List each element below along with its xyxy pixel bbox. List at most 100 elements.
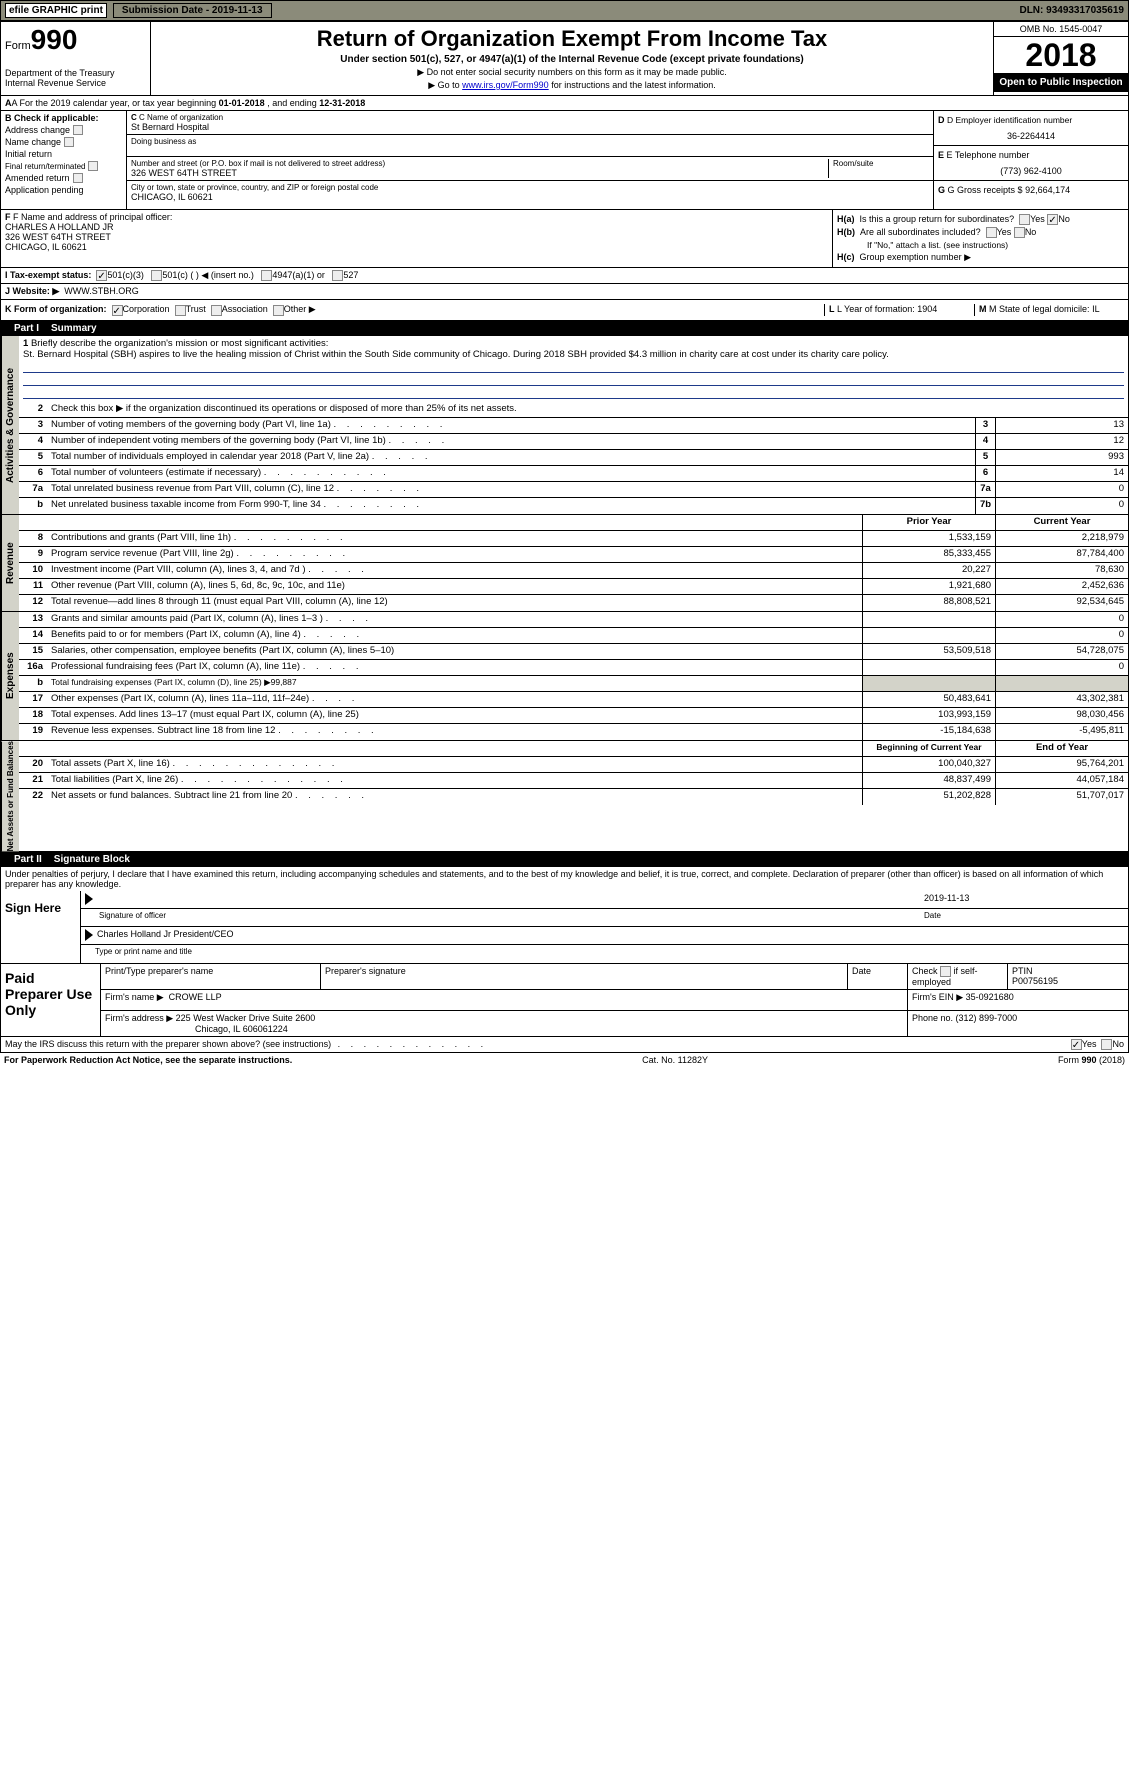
website: WWW.STBH.ORG [64, 286, 139, 297]
cb-initial-return: Initial return [5, 149, 52, 159]
q12-current: 92,534,645 [995, 595, 1128, 611]
row-a-period: AA For the 2019 calendar year, or tax ye… [0, 96, 1129, 111]
q14-current: 0 [995, 628, 1128, 643]
entity-block: B Check if applicable: Address change Na… [0, 111, 1129, 210]
paid-preparer-block: Paid Preparer Use Only Print/Type prepar… [0, 964, 1129, 1037]
checkbox-icon[interactable] [1019, 214, 1030, 225]
fgh-row: F F Name and address of principal office… [0, 210, 1129, 268]
q16a-prior [862, 660, 995, 675]
checkbox-icon[interactable] [96, 270, 107, 281]
form-subtitle: Under section 501(c), 527, or 4947(a)(1)… [155, 54, 989, 65]
checkbox-icon[interactable] [112, 305, 123, 316]
officer-city: CHICAGO, IL 60621 [5, 242, 828, 252]
q11-current: 2,452,636 [995, 579, 1128, 594]
gross-receipts: 92,664,174 [1025, 185, 1070, 195]
q15-prior: 53,509,518 [862, 644, 995, 659]
signer-name: Charles Holland Jr President/CEO [97, 929, 234, 942]
paid-preparer-label: Paid Preparer Use Only [1, 964, 101, 1036]
checkbox-icon[interactable] [1101, 1039, 1112, 1050]
checkbox-icon[interactable] [73, 125, 83, 135]
q12-prior: 88,808,521 [862, 595, 995, 611]
q15-current: 54,728,075 [995, 644, 1128, 659]
q19-current: -5,495,811 [995, 724, 1128, 740]
checkbox-icon[interactable] [1071, 1039, 1082, 1050]
q22-prior: 51,202,828 [862, 789, 995, 805]
cb-name-change: Name change [5, 137, 61, 147]
side-label-net: Net Assets or Fund Balances [1, 741, 19, 851]
checkbox-icon[interactable] [986, 227, 997, 238]
q18-current: 98,030,456 [995, 708, 1128, 723]
omb-number: OMB No. 1545-0047 [994, 22, 1128, 37]
tax-year: 2018 [994, 37, 1128, 73]
telephone: (773) 962-4100 [938, 166, 1124, 176]
activities-governance-section: Activities & Governance 1 Briefly descri… [0, 336, 1129, 515]
ptin: P00756195 [1012, 976, 1058, 986]
checkbox-icon[interactable] [940, 966, 951, 977]
perjury-statement: Under penalties of perjury, I declare th… [1, 867, 1128, 891]
q17-current: 43,302,381 [995, 692, 1128, 707]
header-center: Return of Organization Exempt From Incom… [151, 22, 993, 95]
q10-current: 78,630 [995, 563, 1128, 578]
header-left: Form990 Department of the Treasury Inter… [1, 22, 151, 95]
checkbox-icon[interactable] [151, 270, 162, 281]
form-number: 990 [31, 24, 78, 55]
q10-prior: 20,227 [862, 563, 995, 578]
cb-final-return: Final return/terminated [5, 162, 85, 171]
sign-here-label: Sign Here [1, 891, 81, 963]
checkbox-icon[interactable] [88, 161, 98, 171]
q16b-value: 99,887 [271, 677, 297, 687]
officer-addr: 326 WEST 64TH STREET [5, 232, 828, 242]
form-header: Form990 Department of the Treasury Inter… [0, 21, 1129, 96]
q7a-value: 0 [995, 482, 1128, 497]
col-f-officer: F F Name and address of principal office… [1, 210, 833, 267]
q11-prior: 1,921,680 [862, 579, 995, 594]
part-ii-header: Part II Signature Block [0, 852, 1129, 867]
irs-link[interactable]: www.irs.gov/Form990 [462, 80, 549, 90]
q17-prior: 50,483,641 [862, 692, 995, 707]
checkbox-icon[interactable] [64, 137, 74, 147]
q4-value: 12 [995, 434, 1128, 449]
arrow-icon [85, 893, 93, 905]
checkbox-icon[interactable] [73, 173, 83, 183]
col-b-head: B Check if applicable: [5, 113, 122, 123]
checkbox-icon[interactable] [332, 270, 343, 281]
checkbox-icon[interactable] [1014, 227, 1025, 238]
checkbox-icon[interactable] [211, 305, 222, 316]
side-label-ag: Activities & Governance [1, 336, 19, 514]
row-i-tax-status: I Tax-exempt status: 501(c)(3) 501(c) ( … [0, 268, 1129, 284]
submission-date: Submission Date - 2019-11-13 [113, 3, 272, 18]
checkbox-icon[interactable] [261, 270, 272, 281]
q14-prior [862, 628, 995, 643]
q21-current: 44,057,184 [995, 773, 1128, 788]
efile-label: efile GRAPHIC print [5, 3, 107, 18]
q8-prior: 1,533,159 [862, 531, 995, 546]
q7b-value: 0 [995, 498, 1128, 514]
checkbox-icon[interactable] [273, 305, 284, 316]
q20-current: 95,764,201 [995, 757, 1128, 772]
checkbox-icon[interactable] [175, 305, 186, 316]
form-label: Form [5, 40, 31, 52]
page-footer: For Paperwork Reduction Act Notice, see … [0, 1053, 1129, 1067]
discuss-row: May the IRS discuss this return with the… [0, 1037, 1129, 1053]
row-j-website: J Website: ▶ WWW.STBH.ORG [0, 284, 1129, 300]
q20-prior: 100,040,327 [862, 757, 995, 772]
q8-current: 2,218,979 [995, 531, 1128, 546]
org-name: St Bernard Hospital [131, 122, 929, 132]
revenue-section: Revenue Prior YearCurrent Year 8Contribu… [0, 515, 1129, 612]
q13-prior [862, 612, 995, 627]
open-to-public: Open to Public Inspection [994, 73, 1128, 92]
q16a-current: 0 [995, 660, 1128, 675]
header-right: OMB No. 1545-0047 2018 Open to Public In… [993, 22, 1128, 95]
q22-current: 51,707,017 [995, 789, 1128, 805]
firm-name: CROWE LLP [169, 992, 222, 1002]
q5-value: 993 [995, 450, 1128, 465]
checkbox-icon[interactable] [1047, 214, 1058, 225]
year-formation: 1904 [917, 304, 937, 314]
net-assets-section: Net Assets or Fund Balances Beginning of… [0, 741, 1129, 852]
form-title: Return of Organization Exempt From Incom… [155, 26, 989, 52]
dept-label: Department of the Treasury Internal Reve… [5, 68, 146, 88]
col-b-checkboxes: B Check if applicable: Address change Na… [1, 111, 127, 209]
mission-text: St. Bernard Hospital (SBH) aspires to li… [23, 349, 889, 360]
sig-date: 2019-11-13 [924, 893, 1124, 906]
q21-prior: 48,837,499 [862, 773, 995, 788]
